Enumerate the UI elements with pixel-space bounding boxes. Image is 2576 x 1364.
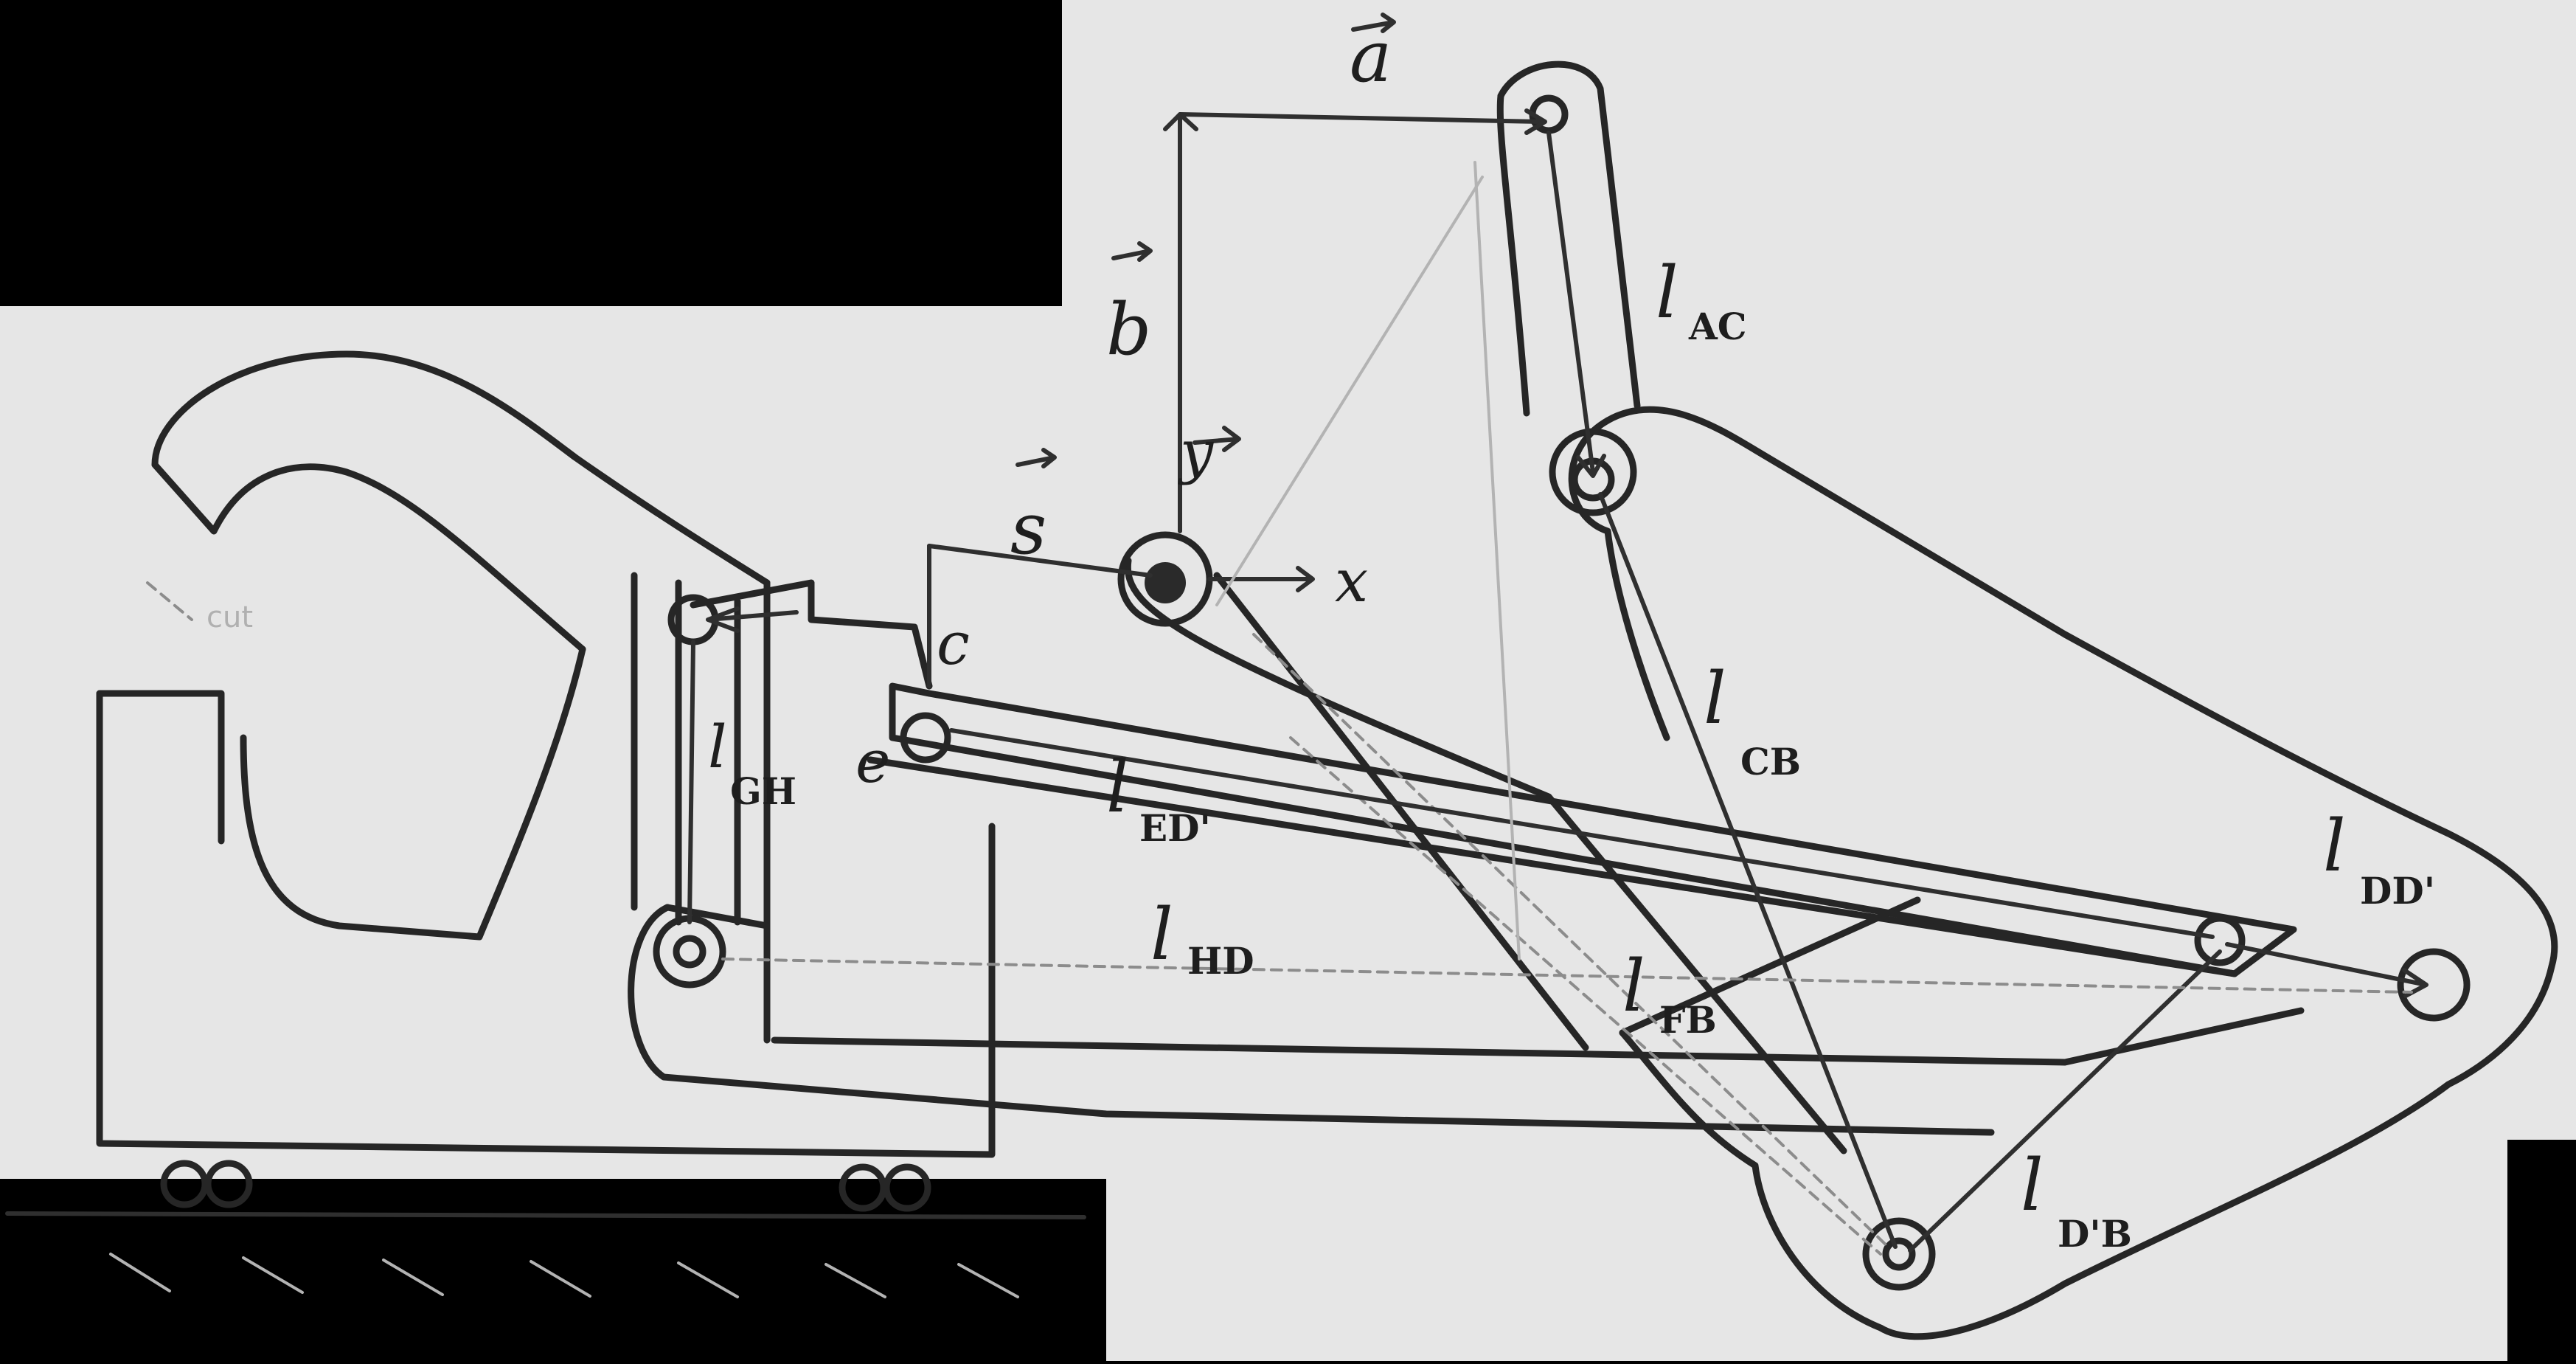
- lower-boom: [628, 572, 2305, 1136]
- joint-c: [1549, 428, 1637, 516]
- label-sub-cb: CB: [1740, 740, 1801, 783]
- label-e: e: [855, 727, 890, 796]
- label-sub-fb: FB: [1659, 998, 1717, 1042]
- label-s: s: [1010, 488, 1046, 570]
- label-x: x: [1335, 547, 1368, 615]
- wheel: [204, 1160, 253, 1208]
- joint-d: [2397, 948, 2471, 1022]
- cabin: [146, 350, 771, 941]
- label-sub-hd: HD: [1187, 939, 1254, 983]
- label-l-ed: l: [1106, 746, 1129, 828]
- ground: [5, 1211, 1086, 1298]
- arrow-over-a: [1351, 13, 1396, 33]
- label-l-hd: l: [1150, 893, 1173, 976]
- vectors: [687, 108, 2429, 1256]
- faint-note: cut: [206, 600, 253, 634]
- label-sub-gh: GH: [730, 769, 796, 813]
- joint-origin-inner: [1145, 562, 1186, 603]
- label-sub-dd: DD': [2360, 869, 2435, 913]
- labels: a b s c e x y l AC l CB l ED' l GH l HD …: [206, 13, 2435, 1256]
- joint-e: [900, 712, 951, 764]
- boom-plate: [1568, 406, 2558, 1340]
- label-c: c: [937, 609, 970, 678]
- label-l-cb: l: [1704, 657, 1726, 740]
- joint-h-inner: [673, 935, 707, 969]
- joint-b-inner: [1882, 1237, 1916, 1271]
- label-sub-db: D'B: [2058, 1212, 2132, 1256]
- label-l-gh: l: [708, 713, 727, 781]
- label-l-ac: l: [1656, 252, 1678, 334]
- label-l-fb: l: [1622, 945, 1645, 1028]
- label-y: y: [1178, 418, 1215, 486]
- label-sub-ac: AC: [1688, 305, 1747, 348]
- label-l-db: l: [2021, 1144, 2044, 1227]
- arrow-over-b: [1111, 241, 1153, 262]
- arrow-over-s: [1016, 448, 1057, 468]
- joint-d-prime: [2194, 915, 2246, 966]
- label-l-dd: l: [2323, 805, 2346, 887]
- wheel: [883, 1163, 931, 1212]
- joint-b: [1862, 1217, 1936, 1291]
- label-b: b: [1106, 288, 1151, 371]
- chassis: [96, 690, 996, 1212]
- label-sub-ed: ED': [1139, 806, 1211, 850]
